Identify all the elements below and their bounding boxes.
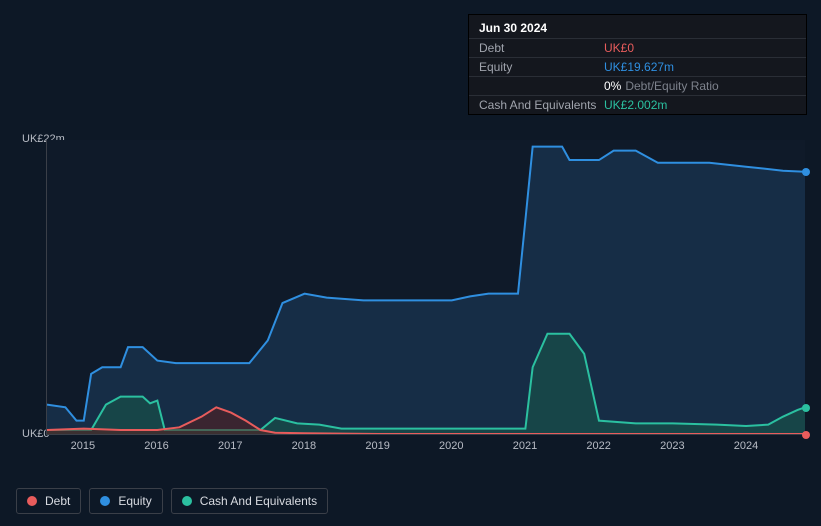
tooltip-row-value: UK£19.627m: [604, 60, 796, 74]
x-axis-label: 2020: [439, 440, 463, 452]
legend-item-equity[interactable]: Equity: [89, 488, 162, 514]
x-axis-label: 2018: [292, 440, 316, 452]
legend-label: Debt: [45, 494, 70, 508]
tooltip-row: EquityUK£19.627m: [469, 57, 806, 76]
tooltip-row-label: [479, 79, 604, 93]
cash-end-marker: [802, 404, 810, 412]
legend-dot-icon: [182, 496, 192, 506]
x-axis-label: 2023: [660, 440, 684, 452]
x-axis-label: 2015: [71, 440, 95, 452]
x-axis-label: 2021: [513, 440, 537, 452]
tooltip-row-value: 0%Debt/Equity Ratio: [604, 79, 796, 93]
tooltip-row-label: Equity: [479, 60, 604, 74]
legend-label: Cash And Equivalents: [200, 494, 317, 508]
chart-plot-area[interactable]: [46, 140, 805, 435]
tooltip-row-value: UK£0: [604, 41, 796, 55]
equity-end-marker: [802, 168, 810, 176]
tooltip-row: 0%Debt/Equity Ratio: [469, 76, 806, 95]
x-axis: 2015 2016 2017 2018 2019 2020 2021 2022 2023 2024: [46, 440, 805, 458]
debt-end-marker: [802, 431, 810, 439]
tooltip-row: Cash And EquivalentsUK£2.002m: [469, 95, 806, 114]
legend-label: Equity: [118, 494, 151, 508]
equity-area: [47, 147, 805, 434]
legend-item-cash[interactable]: Cash And Equivalents: [171, 488, 328, 514]
x-axis-label: 2016: [144, 440, 168, 452]
tooltip-row: DebtUK£0: [469, 38, 806, 57]
x-axis-label: 2022: [586, 440, 610, 452]
tooltip-row-label: Cash And Equivalents: [479, 98, 604, 112]
x-axis-label: 2024: [734, 440, 758, 452]
tooltip-row-label: Debt: [479, 41, 604, 55]
tooltip-row-value: UK£2.002m: [604, 98, 796, 112]
debt-equity-chart: UK£22mUK£0 20152016201720182019202020212…: [16, 120, 805, 470]
legend-item-debt[interactable]: Debt: [16, 488, 81, 514]
tooltip-date: Jun 30 2024: [469, 15, 806, 38]
tooltip-row-suffix: Debt/Equity Ratio: [625, 79, 718, 93]
hover-tooltip: Jun 30 2024 DebtUK£0EquityUK£19.627m0%De…: [468, 14, 807, 115]
legend-dot-icon: [100, 496, 110, 506]
legend-dot-icon: [27, 496, 37, 506]
chart-legend: Debt Equity Cash And Equivalents: [16, 488, 328, 514]
x-axis-label: 2017: [218, 440, 242, 452]
x-axis-label: 2019: [365, 440, 389, 452]
